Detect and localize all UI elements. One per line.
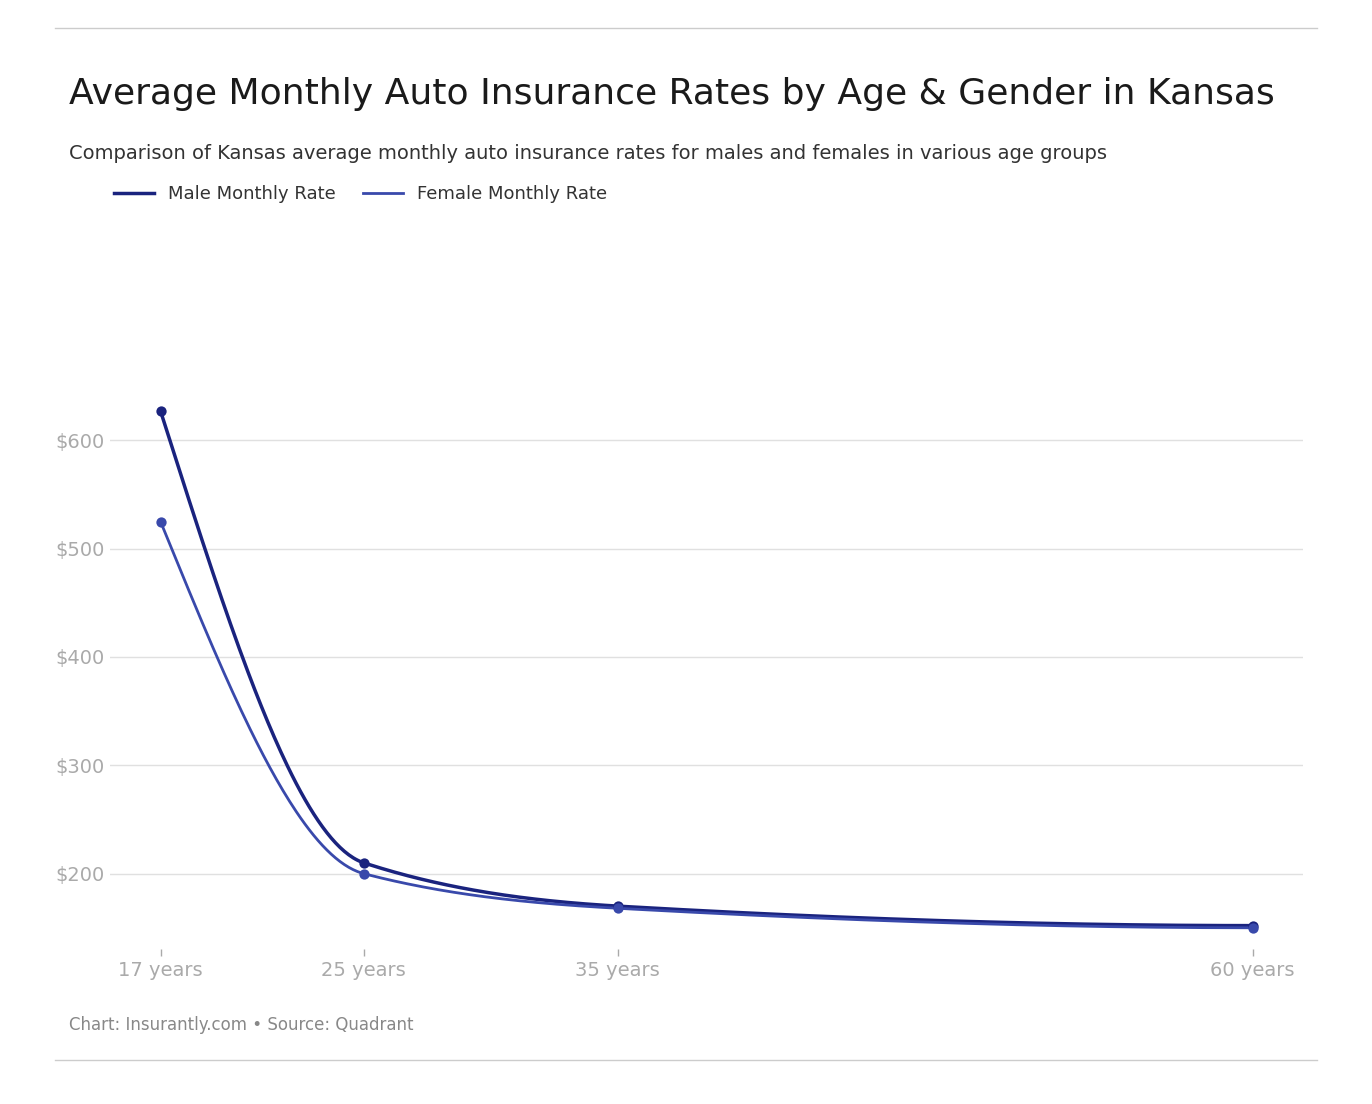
Point: [353, 864, 375, 882]
Point: [606, 900, 628, 917]
Point: [150, 512, 172, 530]
Point: [1242, 919, 1264, 936]
Text: Chart: Insurantly.com • Source: Quadrant: Chart: Insurantly.com • Source: Quadrant: [69, 1016, 413, 1033]
Point: [353, 854, 375, 872]
Legend: Male Monthly Rate, Female Monthly Rate: Male Monthly Rate, Female Monthly Rate: [107, 178, 615, 210]
Point: [150, 402, 172, 420]
Point: [606, 898, 628, 915]
Text: Comparison of Kansas average monthly auto insurance rates for males and females : Comparison of Kansas average monthly aut…: [69, 144, 1107, 162]
Point: [1242, 916, 1264, 934]
Text: Average Monthly Auto Insurance Rates by Age & Gender in Kansas: Average Monthly Auto Insurance Rates by …: [69, 77, 1275, 112]
